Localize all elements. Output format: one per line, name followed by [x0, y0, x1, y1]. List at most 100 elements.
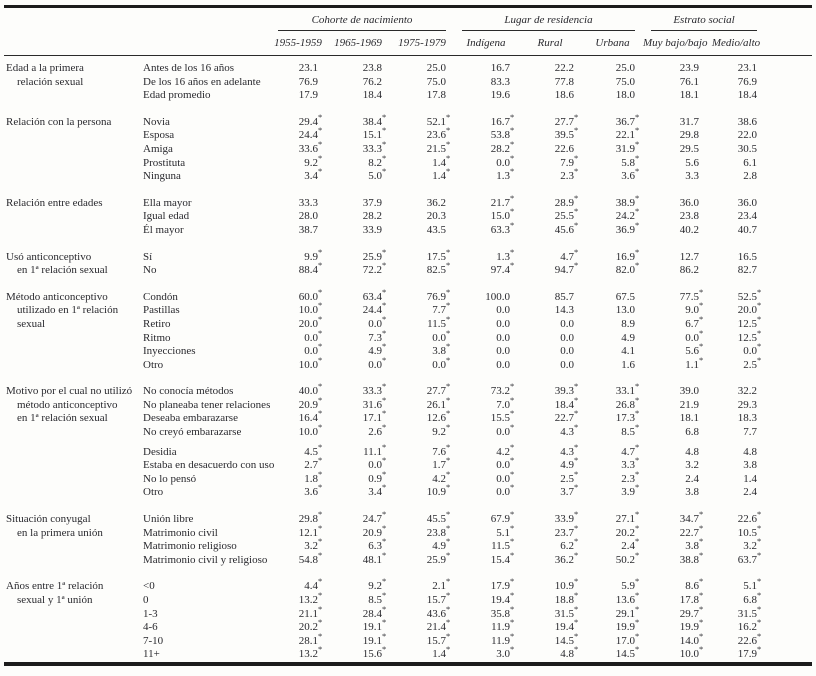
- value-cell: 4.4 *: [304, 576, 323, 593]
- significance-asterisk: *: [757, 576, 762, 587]
- value-cell: 22.6 *: [737, 630, 762, 647]
- significance-asterisk: *: [574, 166, 579, 177]
- value-cell: 22.2: [554, 62, 575, 74]
- value-cell: 3.7 *: [560, 482, 579, 499]
- significance-asterisk: *: [574, 536, 579, 547]
- section-gap: [4, 184, 812, 197]
- significance-asterisk: *: [382, 313, 387, 324]
- value-cell: 0.0 *: [496, 455, 515, 472]
- value-cell: 19.1 *: [362, 617, 387, 634]
- column-group-stratum: Estrato social: [643, 7, 765, 31]
- significance-asterisk: *: [318, 455, 323, 466]
- significance-asterisk: *: [382, 509, 387, 520]
- value-cell: 4.9 *: [560, 455, 579, 472]
- value-cell: 0.0 *: [496, 482, 515, 499]
- value-cell: 29.3: [737, 398, 758, 411]
- value-cell: 2.6 *: [368, 422, 387, 439]
- section-label: Años entre 1ª relación sexual y 1ª unión: [4, 580, 140, 664]
- table-body: Edad a la primera relación sexual Antes de…: [4, 56, 812, 664]
- row-label: Condón: [143, 290, 178, 303]
- value-cell: 9.0 *: [685, 300, 704, 317]
- value-cell: 3.3: [685, 170, 700, 183]
- value-cell: 17.9 *: [490, 576, 515, 593]
- significance-asterisk: *: [757, 341, 762, 352]
- value-cell: 63.7 *: [737, 549, 762, 566]
- spacer-cell: [765, 129, 812, 143]
- section-gap: [4, 567, 812, 580]
- significance-asterisk: *: [510, 468, 515, 479]
- significance-asterisk: *: [446, 455, 451, 466]
- value-cell: 14.3: [554, 304, 575, 317]
- value-cell: 23.7 *: [554, 522, 579, 539]
- row-label: Ritmo: [143, 331, 171, 344]
- significance-asterisk: *: [574, 468, 579, 479]
- spacer-cell: [765, 608, 812, 622]
- significance-asterisk: *: [510, 260, 515, 271]
- significance-asterisk: *: [382, 300, 387, 311]
- value-cell: 0.0: [560, 345, 575, 358]
- significance-asterisk: *: [510, 644, 515, 655]
- value-cell: 29.1 *: [615, 603, 640, 620]
- value-cell: 1.3 *: [496, 166, 515, 183]
- value-cell: 28.4 *: [362, 603, 387, 620]
- significance-asterisk: *: [318, 394, 323, 405]
- value-cell: 17.5 *: [426, 246, 451, 263]
- significance-asterisk: *: [574, 617, 579, 628]
- value-cell: 0.0 *: [368, 455, 387, 472]
- significance-asterisk: *: [318, 313, 323, 324]
- spacer-cell: [765, 540, 812, 554]
- value-cell: 85.7: [554, 290, 575, 303]
- value-cell: 29.4 *: [298, 111, 323, 128]
- table-row: Matrimonio civil 12.1 * 20.9 * 23.8 * 5.1 * 23.7 *…: [4, 522, 812, 541]
- significance-asterisk: *: [382, 590, 387, 600]
- column-header-1965-1969: 1965-1969: [326, 31, 390, 56]
- significance-asterisk: *: [757, 286, 762, 297]
- value-cell: 0.0 *: [496, 468, 515, 485]
- significance-asterisk: *: [382, 125, 387, 136]
- value-cell: 76.9 *: [426, 286, 451, 303]
- table-row: 11+ 13.2 * 15.6 * 1.4 * 3.0 * 4.8 * 14.5 * 10.0 * 17.9 *: [4, 644, 812, 664]
- significance-asterisk: *: [510, 522, 515, 533]
- value-cell: 17.9 *: [737, 644, 762, 661]
- value-cell: 25.9 *: [362, 246, 387, 263]
- value-cell: 16.5: [737, 250, 758, 263]
- significance-asterisk: *: [699, 313, 704, 324]
- significance-asterisk: *: [318, 246, 323, 257]
- row-label: Otro: [143, 358, 164, 371]
- row-label: Retiro: [143, 317, 171, 330]
- section-label: Relación con la persona: [4, 116, 140, 184]
- value-cell: 2.1 *: [432, 576, 451, 593]
- significance-asterisk: *: [574, 422, 579, 433]
- value-cell: 21.5 *: [426, 138, 451, 155]
- value-cell: 75.0: [615, 75, 636, 88]
- value-cell: 45.5 *: [426, 509, 451, 526]
- value-cell: 15.0 *: [490, 206, 515, 223]
- row-label: Unión libre: [143, 513, 194, 526]
- column-header-1955-1959: 1955-1959: [270, 31, 326, 56]
- section-label-line: Usó anticonceptivo: [6, 250, 92, 263]
- value-cell: 94.7 *: [554, 260, 579, 277]
- value-cell: 33.9 *: [554, 509, 579, 526]
- value-cell: 20.0 *: [737, 300, 762, 317]
- value-cell: 9.2 *: [304, 152, 323, 169]
- significance-asterisk: *: [446, 576, 451, 587]
- significance-asterisk: *: [318, 603, 323, 614]
- significance-asterisk: *: [635, 206, 640, 217]
- value-cell: 23.8: [362, 62, 382, 74]
- section-label-line: en 1ª relación sexual: [17, 412, 108, 425]
- value-cell: 6.2 *: [560, 536, 579, 553]
- significance-asterisk: *: [757, 536, 762, 547]
- value-cell: 38.9 *: [615, 192, 640, 209]
- significance-asterisk: *: [382, 111, 387, 122]
- table-row: Años entre 1ª relación sexual y 1ª unión <…: [4, 576, 812, 606]
- significance-asterisk: *: [635, 549, 640, 560]
- value-cell: 0.9 *: [368, 468, 387, 485]
- value-cell: 21.4 *: [426, 617, 451, 634]
- value-cell: 31.5 *: [554, 603, 579, 620]
- value-cell: 19.9 *: [679, 617, 704, 634]
- significance-asterisk: *: [635, 482, 640, 493]
- significance-asterisk: *: [382, 455, 387, 466]
- significance-asterisk: *: [446, 482, 451, 493]
- value-cell: 45.6 *: [554, 219, 579, 236]
- significance-asterisk: *: [699, 590, 704, 600]
